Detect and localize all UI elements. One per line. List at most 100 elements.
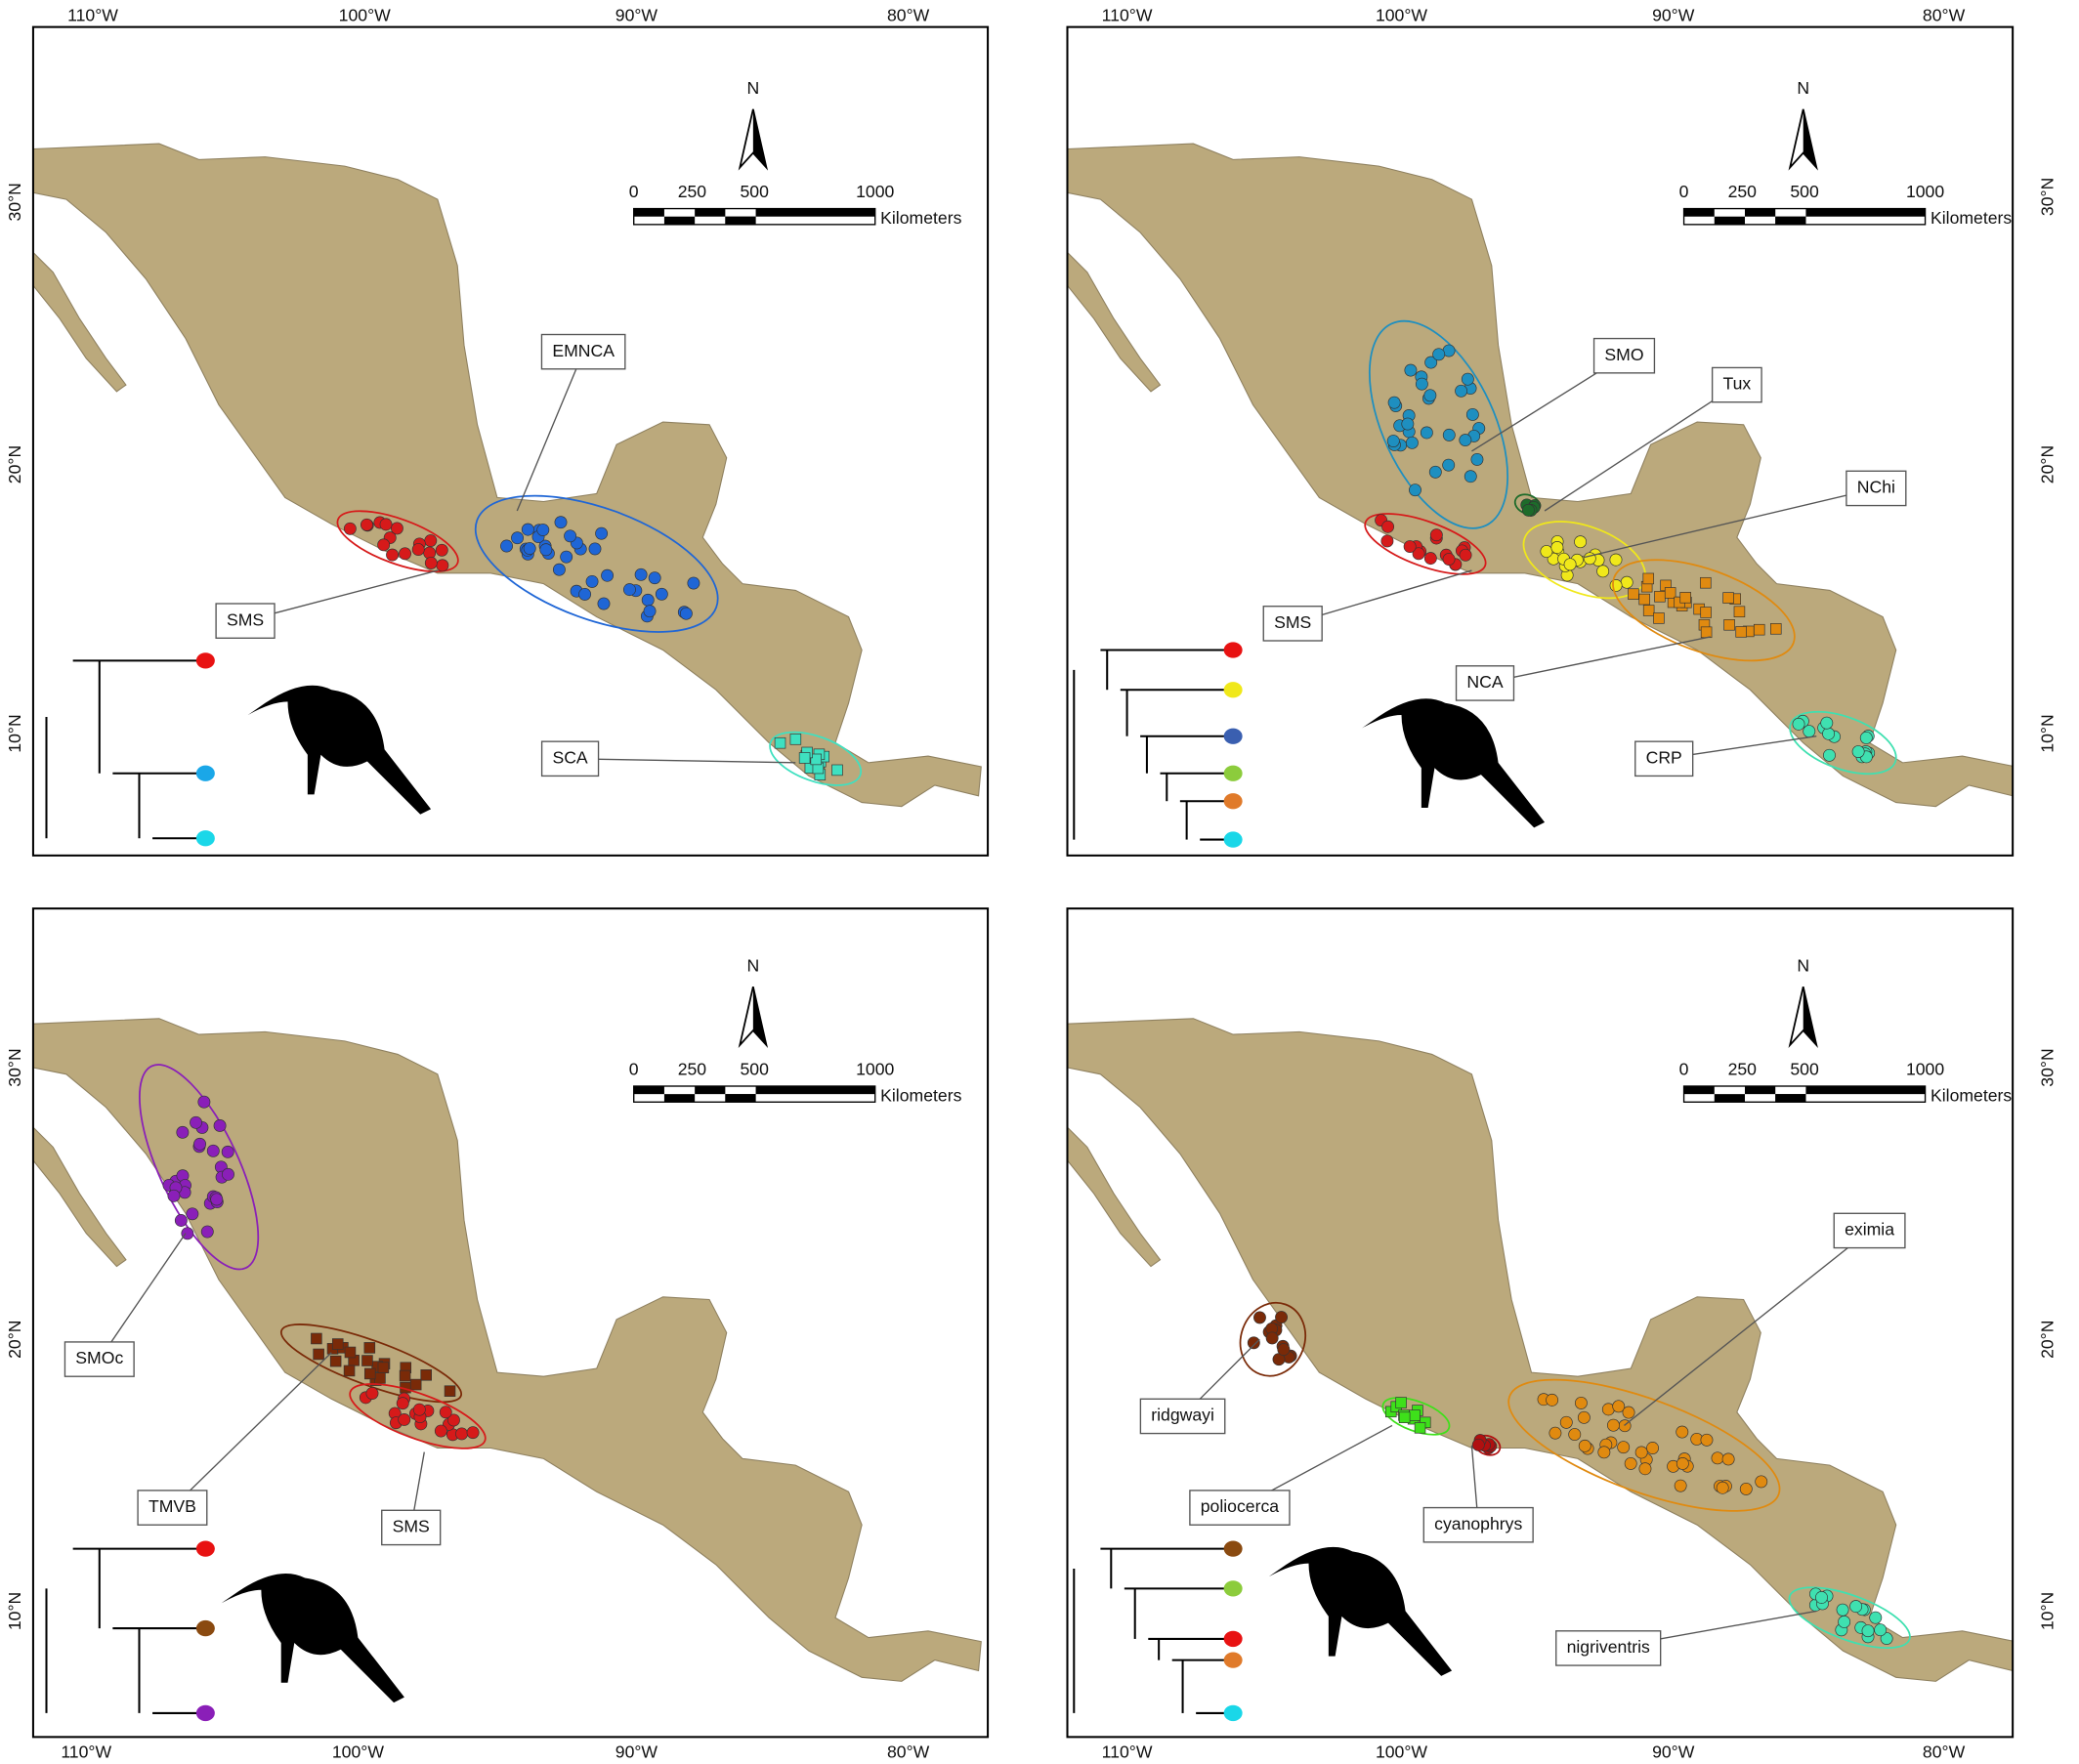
occurrence bbox=[539, 543, 553, 557]
occurrence bbox=[648, 571, 661, 585]
occurrence bbox=[447, 1413, 460, 1427]
occurrence bbox=[1380, 534, 1394, 548]
north-arrow-fill bbox=[752, 108, 767, 168]
occurrence bbox=[193, 1137, 206, 1151]
scale-label: 500 bbox=[741, 1059, 770, 1078]
latitude-label: 10°N bbox=[5, 1592, 24, 1630]
bird-silhouette bbox=[221, 1573, 404, 1703]
scale-seg bbox=[633, 208, 664, 217]
occurrence bbox=[1700, 1433, 1714, 1447]
longitude-label: 110°W bbox=[1102, 1742, 1153, 1761]
latitude-label: 30°N bbox=[5, 183, 24, 221]
tree-tip bbox=[195, 1704, 215, 1722]
occurrence bbox=[343, 522, 357, 535]
scale-unit: Kilometers bbox=[1930, 208, 2012, 228]
occurrence bbox=[424, 556, 438, 569]
scale-unit: Kilometers bbox=[880, 208, 961, 228]
occurrence bbox=[1428, 465, 1442, 479]
tree-tip bbox=[1223, 1652, 1243, 1668]
occurrence bbox=[1638, 1462, 1652, 1476]
occurrence bbox=[1415, 377, 1428, 391]
occurrence bbox=[1455, 384, 1468, 398]
scale-seg bbox=[1805, 208, 1926, 217]
label-box bbox=[1592, 337, 1656, 374]
occurrence bbox=[1409, 483, 1421, 497]
occurrence bbox=[1405, 436, 1419, 449]
occurrence bbox=[578, 587, 592, 601]
occurrence bbox=[206, 1144, 220, 1157]
occurrence bbox=[1461, 372, 1474, 386]
occurrence bbox=[1398, 1411, 1411, 1423]
region-label: NChi bbox=[1857, 478, 1895, 497]
scale-label: 0 bbox=[1679, 182, 1689, 201]
scale-seg bbox=[633, 1086, 664, 1095]
region-outline bbox=[1239, 1301, 1306, 1377]
occurrence bbox=[1609, 553, 1623, 567]
label-box bbox=[381, 1509, 442, 1546]
scale-seg bbox=[755, 1086, 875, 1095]
occurrence bbox=[523, 542, 536, 555]
region-outline bbox=[336, 510, 459, 573]
region-outline bbox=[769, 731, 863, 786]
occurrence bbox=[1849, 1600, 1863, 1614]
occurrence bbox=[601, 568, 615, 582]
scale-label: 1000 bbox=[1906, 1059, 1944, 1078]
label-box bbox=[540, 333, 626, 370]
occurrence bbox=[1559, 1415, 1573, 1429]
longitude-label: 110°W bbox=[1102, 5, 1153, 24]
latitude-label: 30°N bbox=[2037, 178, 2057, 216]
leader-line bbox=[171, 1352, 332, 1509]
occurrence bbox=[363, 1367, 376, 1380]
occurrence bbox=[1597, 1446, 1611, 1459]
occurrence bbox=[365, 1387, 379, 1400]
occurrence bbox=[434, 1424, 447, 1438]
occurrence bbox=[1442, 428, 1456, 441]
occurrence bbox=[176, 1125, 190, 1139]
label-box bbox=[137, 1490, 208, 1526]
occurrence bbox=[1404, 363, 1418, 377]
occurrence bbox=[1424, 356, 1438, 369]
occurrence bbox=[1851, 745, 1865, 758]
label-box bbox=[1846, 470, 1907, 507]
occurrence bbox=[1753, 623, 1765, 636]
occurrence bbox=[1654, 591, 1666, 603]
scale-seg bbox=[725, 216, 756, 225]
scale-unit: Kilometers bbox=[1930, 1086, 2012, 1106]
occurrence bbox=[552, 563, 566, 576]
longitude-label: 90°W bbox=[1652, 5, 1695, 24]
occurrence bbox=[774, 736, 786, 749]
occurrence bbox=[1836, 1603, 1849, 1617]
occurrence bbox=[409, 1378, 422, 1391]
scale-label: 1000 bbox=[1906, 182, 1944, 201]
longitude-label: 100°W bbox=[332, 1742, 384, 1761]
occurrence bbox=[398, 1413, 411, 1426]
occurrence bbox=[554, 516, 568, 529]
occurrence bbox=[1612, 1400, 1626, 1413]
occurrence bbox=[444, 1385, 456, 1397]
occurrence bbox=[1549, 1426, 1562, 1440]
region-label: NCA bbox=[1466, 672, 1503, 692]
map-area bbox=[1067, 26, 2014, 856]
region-label: SMS bbox=[1274, 612, 1311, 632]
occurrence bbox=[595, 526, 609, 540]
occurrence bbox=[634, 567, 648, 581]
occurrence bbox=[1755, 1475, 1768, 1489]
region-label: SMS bbox=[227, 609, 264, 629]
occurrence bbox=[1642, 572, 1655, 585]
north-label: N bbox=[1797, 956, 1809, 976]
leader-line bbox=[570, 758, 796, 764]
occurrence bbox=[222, 1167, 234, 1181]
occurrence bbox=[641, 593, 655, 607]
land bbox=[32, 143, 982, 808]
occurrence bbox=[1420, 426, 1433, 440]
occurrence bbox=[1386, 435, 1400, 447]
occurrence bbox=[1822, 727, 1836, 740]
occurrence bbox=[588, 542, 602, 556]
north-label: N bbox=[1797, 78, 1809, 98]
occurrence bbox=[521, 523, 534, 536]
leader-line bbox=[516, 351, 584, 512]
occurrence bbox=[560, 550, 573, 564]
label-box bbox=[1189, 1490, 1291, 1526]
occurrence bbox=[810, 753, 823, 766]
bird-silhouette bbox=[247, 685, 432, 815]
